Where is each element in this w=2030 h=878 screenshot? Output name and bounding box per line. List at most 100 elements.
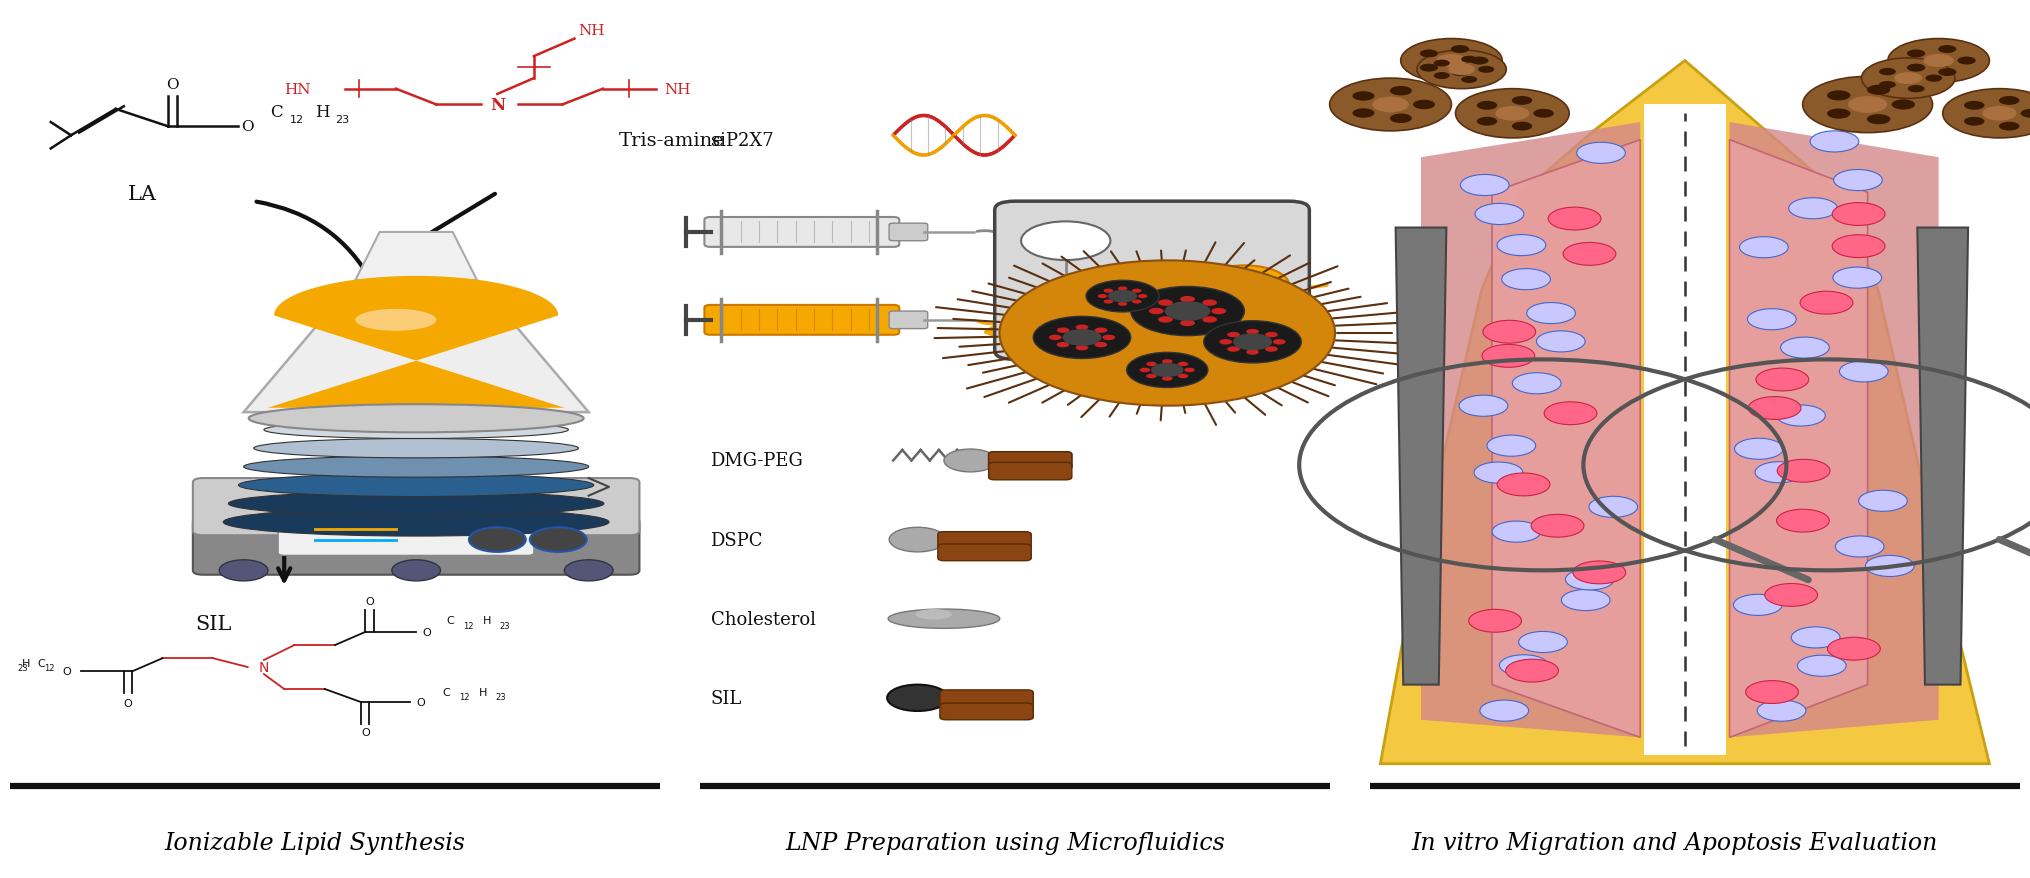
Text: LA: LA — [128, 184, 156, 204]
Circle shape — [1908, 86, 1924, 93]
FancyBboxPatch shape — [278, 520, 534, 556]
Text: 23: 23 — [335, 114, 349, 125]
Circle shape — [1573, 561, 1626, 584]
Circle shape — [1119, 287, 1127, 291]
Circle shape — [1179, 320, 1196, 327]
Circle shape — [2000, 123, 2020, 132]
FancyBboxPatch shape — [989, 452, 1072, 470]
Circle shape — [1433, 73, 1449, 80]
Ellipse shape — [254, 439, 579, 458]
Circle shape — [1939, 69, 1957, 77]
Circle shape — [1372, 97, 1409, 113]
Circle shape — [2000, 97, 2020, 105]
Text: O: O — [422, 627, 430, 637]
Circle shape — [1833, 235, 1886, 258]
Circle shape — [1352, 92, 1374, 102]
Circle shape — [1200, 266, 1289, 305]
Ellipse shape — [238, 474, 593, 497]
Ellipse shape — [244, 457, 589, 478]
Circle shape — [1892, 100, 1914, 111]
Text: NH: NH — [579, 24, 605, 38]
Circle shape — [1062, 329, 1102, 347]
Circle shape — [1748, 309, 1797, 330]
Circle shape — [1482, 345, 1535, 368]
Circle shape — [1417, 51, 1506, 90]
Circle shape — [1419, 65, 1437, 73]
Text: DSPC: DSPC — [710, 531, 763, 549]
Ellipse shape — [223, 508, 609, 536]
Circle shape — [1246, 329, 1259, 335]
Circle shape — [1177, 363, 1188, 367]
Circle shape — [1537, 332, 1585, 353]
Circle shape — [1764, 584, 1817, 607]
FancyBboxPatch shape — [889, 224, 928, 241]
Circle shape — [1790, 627, 1839, 648]
Circle shape — [1076, 345, 1088, 351]
Text: 12: 12 — [45, 664, 55, 673]
Circle shape — [1131, 287, 1244, 336]
Circle shape — [1748, 397, 1801, 420]
Circle shape — [887, 685, 948, 711]
Text: 23: 23 — [495, 693, 505, 702]
Text: H: H — [315, 104, 329, 121]
Circle shape — [1330, 79, 1451, 132]
Circle shape — [1780, 338, 1829, 359]
Circle shape — [1228, 333, 1240, 338]
Circle shape — [1589, 497, 1638, 518]
Circle shape — [1232, 334, 1273, 351]
Circle shape — [1391, 87, 1411, 97]
Circle shape — [1165, 302, 1210, 321]
Circle shape — [1957, 57, 1975, 66]
Text: O: O — [63, 666, 71, 677]
Circle shape — [1506, 659, 1559, 682]
Circle shape — [1139, 368, 1151, 373]
Circle shape — [1943, 90, 2030, 139]
Circle shape — [1827, 110, 1851, 119]
Ellipse shape — [916, 609, 952, 620]
Circle shape — [1151, 363, 1183, 378]
Circle shape — [1437, 54, 1466, 68]
Circle shape — [1518, 632, 1567, 653]
Circle shape — [1476, 205, 1525, 226]
Circle shape — [1451, 69, 1470, 77]
Circle shape — [1478, 102, 1498, 111]
Text: 12: 12 — [290, 114, 304, 125]
Circle shape — [1094, 328, 1106, 334]
Text: O: O — [166, 78, 179, 92]
FancyBboxPatch shape — [889, 312, 928, 329]
Text: SIL: SIL — [710, 689, 741, 707]
Ellipse shape — [264, 421, 568, 439]
Circle shape — [1868, 115, 1890, 125]
Circle shape — [1108, 291, 1137, 303]
Circle shape — [1076, 325, 1088, 331]
Circle shape — [1502, 270, 1551, 291]
Circle shape — [1149, 308, 1163, 315]
Circle shape — [1563, 243, 1616, 266]
Circle shape — [1811, 132, 1859, 153]
Circle shape — [1220, 340, 1232, 345]
Circle shape — [1419, 50, 1437, 58]
Circle shape — [1202, 300, 1218, 306]
Circle shape — [1204, 321, 1301, 363]
Circle shape — [1758, 701, 1807, 722]
FancyBboxPatch shape — [995, 202, 1309, 360]
Circle shape — [1480, 701, 1529, 722]
Circle shape — [1862, 59, 1955, 99]
Circle shape — [1492, 522, 1541, 543]
Circle shape — [1050, 335, 1062, 341]
Circle shape — [1835, 536, 1884, 558]
Circle shape — [1474, 463, 1522, 484]
Polygon shape — [244, 281, 589, 413]
Circle shape — [1482, 321, 1535, 344]
Circle shape — [1460, 176, 1508, 197]
Circle shape — [1401, 40, 1502, 83]
Circle shape — [1803, 77, 1933, 133]
Circle shape — [1833, 204, 1886, 227]
Circle shape — [1866, 556, 1914, 577]
Circle shape — [1756, 462, 1805, 483]
Text: DMG-PEG: DMG-PEG — [710, 452, 804, 470]
Circle shape — [1433, 61, 1449, 68]
Text: C: C — [447, 615, 455, 626]
Circle shape — [1797, 656, 1845, 677]
FancyBboxPatch shape — [938, 544, 1031, 561]
